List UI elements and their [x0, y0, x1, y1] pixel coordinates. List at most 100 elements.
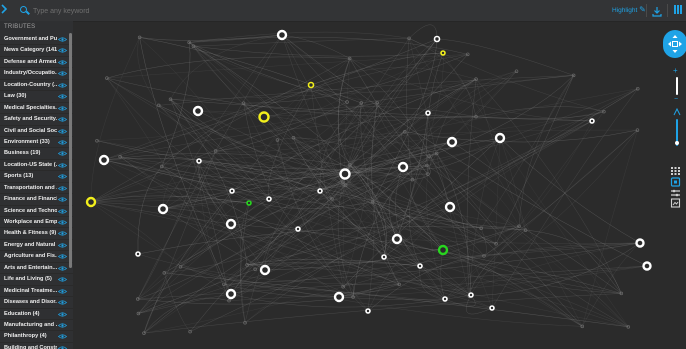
- graph-node-minor[interactable]: [479, 226, 483, 231]
- attribute-item[interactable]: Transportation and ...: [0, 183, 73, 195]
- visibility-eye-icon[interactable]: [58, 174, 67, 179]
- visibility-eye-icon[interactable]: [58, 254, 67, 259]
- graph-node-minor[interactable]: [602, 109, 606, 114]
- attribute-item[interactable]: News Category (141): [0, 45, 73, 57]
- graph-node-highlighted[interactable]: [258, 111, 270, 123]
- sidebar-scrollbar[interactable]: [69, 33, 72, 268]
- attribute-item[interactable]: Safety and Security...: [0, 114, 73, 126]
- attribute-item[interactable]: Life and Living (5): [0, 274, 73, 286]
- graph-node[interactable]: [589, 118, 595, 124]
- graph-node[interactable]: [642, 261, 652, 271]
- graph-node-minor[interactable]: [118, 154, 122, 159]
- graph-node-minor[interactable]: [375, 100, 379, 105]
- visibility-eye-icon[interactable]: [58, 151, 67, 157]
- visibility-eye-icon[interactable]: [58, 323, 67, 328]
- visibility-eye-icon[interactable]: [58, 105, 67, 111]
- visibility-eye-icon[interactable]: [58, 60, 67, 65]
- attribute-item[interactable]: Civil and Social Soci...: [0, 126, 73, 137]
- graph-node-minor[interactable]: [188, 329, 192, 334]
- graph-node[interactable]: [196, 158, 202, 164]
- visibility-eye-icon[interactable]: [58, 197, 67, 202]
- visibility-eye-icon[interactable]: [58, 266, 67, 271]
- visibility-eye-icon[interactable]: [58, 243, 67, 248]
- download-icon[interactable]: [652, 4, 662, 17]
- graph-node-minor[interactable]: [178, 264, 183, 269]
- visibility-eye-icon[interactable]: [58, 117, 67, 122]
- visibility-eye-icon[interactable]: [58, 163, 67, 168]
- graph-node-minor[interactable]: [427, 154, 431, 159]
- zoom-slider[interactable]: [676, 77, 678, 95]
- graph-node-minor[interactable]: [635, 128, 640, 132]
- zoom-out-icon[interactable]: −: [674, 96, 679, 103]
- attribute-item[interactable]: Education (4): [0, 309, 73, 320]
- layout-settings-icon[interactable]: [670, 185, 681, 197]
- graph-node-minor[interactable]: [580, 324, 585, 329]
- grid-view-icon[interactable]: [670, 163, 681, 175]
- graph-node-minor[interactable]: [105, 76, 109, 80]
- visibility-eye-icon[interactable]: [58, 71, 67, 76]
- attribute-item[interactable]: Agriculture and Fis...: [0, 251, 73, 263]
- export-image-icon[interactable]: [670, 195, 681, 208]
- graph-node-minor[interactable]: [157, 103, 161, 108]
- visibility-eye-icon[interactable]: [58, 48, 67, 54]
- graph-node-minor[interactable]: [403, 130, 407, 134]
- graph-node-minor[interactable]: [635, 86, 640, 91]
- graph-node[interactable]: [433, 35, 441, 43]
- attribute-item[interactable]: Location-US State (...: [0, 160, 73, 172]
- graph-node-minor[interactable]: [482, 254, 486, 258]
- visibility-eye-icon[interactable]: [58, 140, 67, 145]
- graph-node-minor[interactable]: [168, 97, 173, 102]
- attribute-item[interactable]: Environment (33): [0, 137, 73, 149]
- graph-node-minor[interactable]: [187, 40, 191, 45]
- visibility-eye-icon[interactable]: [58, 334, 67, 340]
- graph-node-minor[interactable]: [351, 295, 355, 299]
- graph-node[interactable]: [468, 292, 474, 298]
- network-graph-canvas[interactable]: [73, 21, 686, 349]
- attribute-item[interactable]: Defense and Armed...: [0, 57, 73, 69]
- graph-node[interactable]: [157, 203, 169, 215]
- speed-slider-handle[interactable]: [675, 141, 679, 145]
- attribute-item[interactable]: Science and Techno...: [0, 206, 73, 217]
- graph-node[interactable]: [391, 233, 403, 245]
- graph-node-minor[interactable]: [474, 114, 478, 119]
- graph-node-minor[interactable]: [243, 320, 247, 325]
- attribute-item[interactable]: Arts and Entertain...: [0, 263, 73, 275]
- attribute-item[interactable]: Finance and Financi...: [0, 194, 73, 206]
- attribute-item[interactable]: Philanthropy (4): [0, 331, 73, 343]
- graph-node-minor[interactable]: [213, 149, 218, 153]
- graph-node-minor[interactable]: [160, 164, 164, 169]
- visibility-eye-icon[interactable]: [58, 220, 67, 225]
- attribute-item[interactable]: Building and Constr...: [0, 343, 73, 349]
- graph-node-minor[interactable]: [341, 284, 345, 289]
- graph-node-minor[interactable]: [162, 271, 167, 275]
- graph-node-minor[interactable]: [397, 282, 401, 287]
- graph-node[interactable]: [229, 188, 235, 194]
- graph-node[interactable]: [425, 110, 431, 116]
- graph-node-minor[interactable]: [410, 177, 415, 182]
- graph-node-minor[interactable]: [343, 183, 348, 188]
- graph-node-minor[interactable]: [517, 224, 521, 229]
- graph-node-minor[interactable]: [407, 36, 411, 41]
- visibility-eye-icon[interactable]: [58, 186, 67, 191]
- pan-control[interactable]: [663, 30, 686, 58]
- graph-node[interactable]: [489, 305, 495, 311]
- graph-node-minor[interactable]: [465, 52, 470, 57]
- graph-node[interactable]: [494, 132, 506, 144]
- visibility-eye-icon[interactable]: [58, 37, 67, 42]
- graph-node-minor[interactable]: [370, 200, 375, 204]
- graph-node[interactable]: [192, 105, 204, 117]
- graph-node[interactable]: [635, 238, 645, 248]
- graph-node[interactable]: [333, 291, 345, 303]
- graph-node-minor[interactable]: [348, 163, 352, 167]
- graph-node-minor[interactable]: [425, 163, 429, 168]
- graph-node-minor[interactable]: [330, 197, 334, 201]
- columns-icon[interactable]: [673, 4, 683, 15]
- highlight-button[interactable]: Highlight ✎: [612, 5, 646, 15]
- graph-node[interactable]: [295, 226, 301, 232]
- graph-node[interactable]: [135, 251, 141, 257]
- visibility-eye-icon[interactable]: [58, 300, 67, 305]
- visibility-eye-icon[interactable]: [58, 311, 67, 317]
- visibility-eye-icon[interactable]: [58, 128, 67, 134]
- visibility-eye-icon[interactable]: [58, 231, 67, 237]
- graph-node-selected[interactable]: [246, 200, 252, 206]
